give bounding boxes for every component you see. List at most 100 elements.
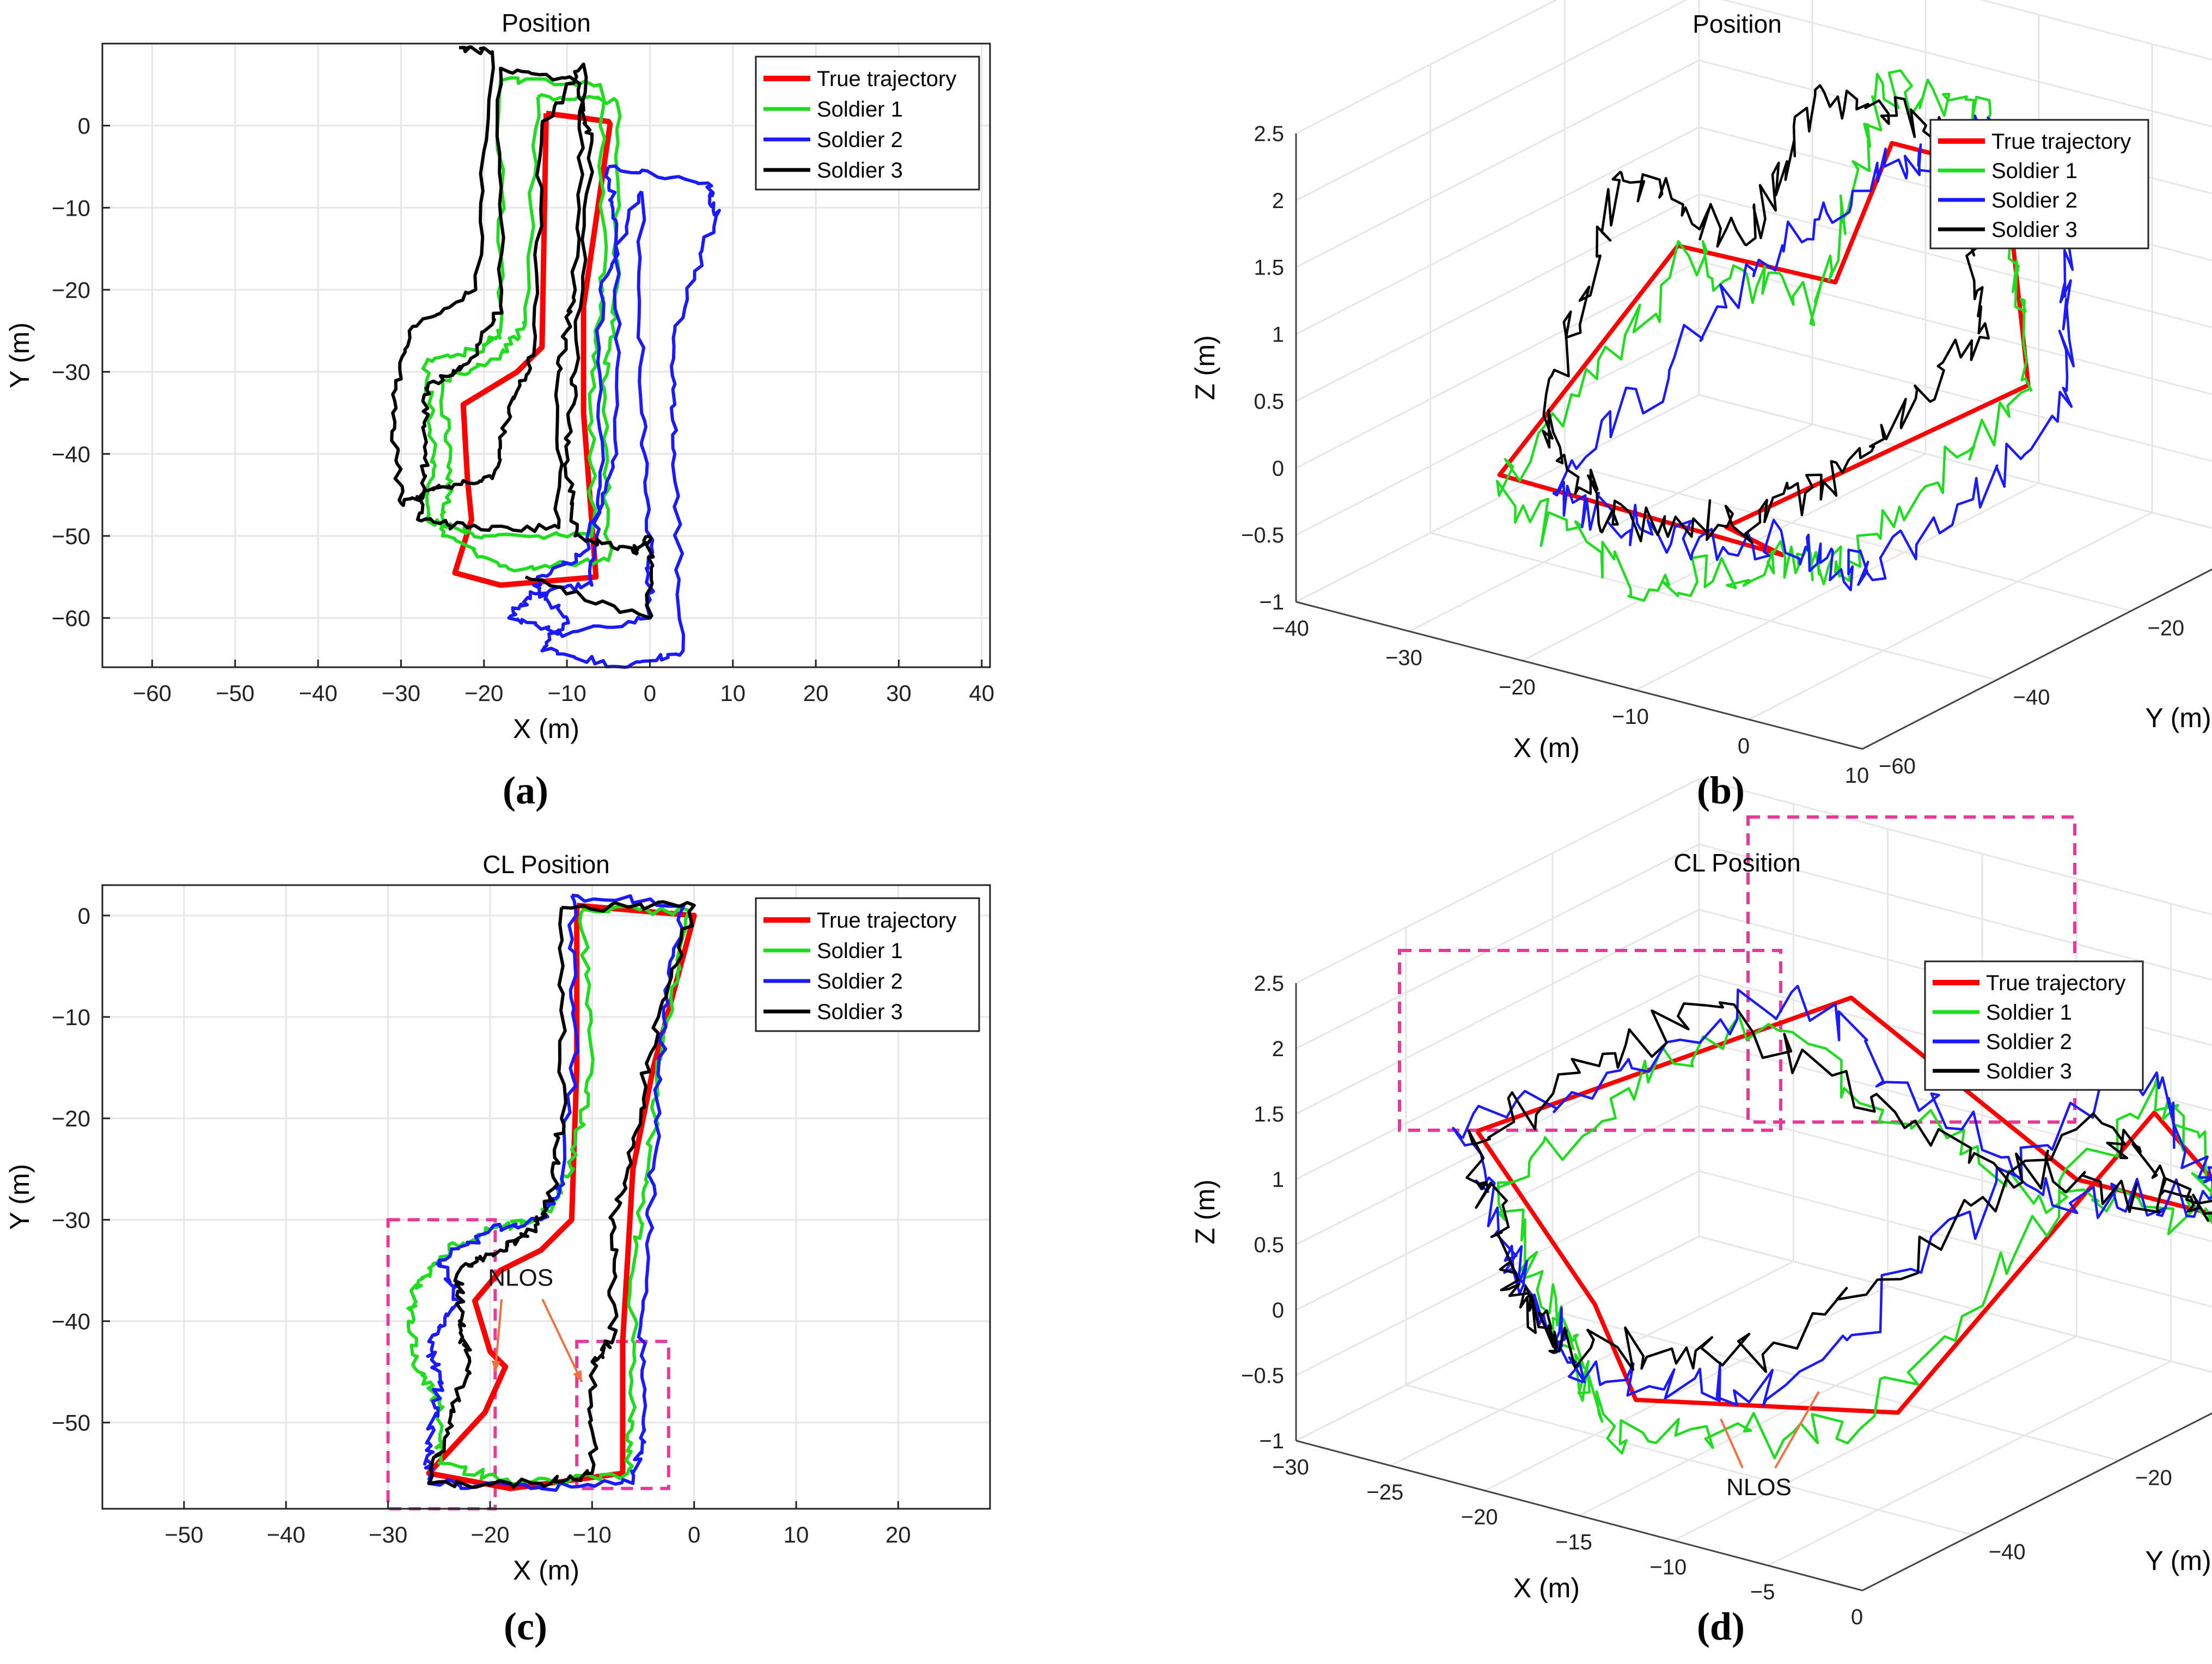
x-tick-label: 10 [784,1522,809,1547]
z-tick-label: 1 [1272,1168,1284,1192]
z-gridline [1698,193,2212,328]
legend-entry: Soldier 3 [1986,1059,2072,1083]
z-gridline [1296,909,1700,1115]
legend-entry: True trajectory [817,67,956,91]
y-tick-label: −50 [52,523,90,549]
caption-a: (a) [503,769,548,812]
x-tick-label: 0 [1738,734,1750,758]
x-tick-label: −50 [164,1522,203,1547]
x-tick-label: 0 [644,680,656,706]
x-tick-label: −5 [1750,1580,1775,1604]
z-gridline [1296,193,1700,402]
y-gridline [1564,463,2131,612]
legend-entry: Soldier 1 [1991,159,2077,183]
x-tick-label: −25 [1366,1480,1403,1504]
z-gridline [1698,260,2212,395]
z-gridline [1296,974,1700,1180]
chart-title: Position [502,9,591,37]
legend-entry: Soldier 3 [817,1000,903,1024]
x-tick-label: −40 [267,1522,305,1547]
z-tick-label: 1.5 [1254,1102,1284,1126]
x-tick-label: 20 [803,680,829,706]
y-axis-label: Y (m) [2145,1546,2211,1576]
x-axis-label: X (m) [1513,1573,1580,1604]
z-gridline [1296,260,1700,469]
series-line-s2 [532,164,721,669]
chart-b: −40−30−20−100100−20−40−602.521.510.50−0.… [1190,0,2212,788]
legend-entry: Soldier 1 [817,97,903,121]
x-axis-label: X (m) [1513,733,1580,763]
y-tick-label: −40 [52,1309,90,1334]
legend-entry: Soldier 1 [817,939,903,963]
x-tick-label: −30 [1385,646,1422,670]
chart-title: CL Position [1673,849,1801,877]
x-tick-label: 10 [1845,764,1869,788]
x-axis-label: X (m) [513,714,579,744]
series-line-s1 [1492,1014,2212,1460]
axes-frame [101,884,991,1510]
z-gridline [1296,59,1700,269]
z-tick-label: −0.5 [1241,1364,1284,1388]
caption-b: (b) [1697,769,1745,812]
x-tick-label: −40 [1272,617,1309,641]
nlos-box [386,1218,497,1510]
z-tick-label: −1 [1259,1429,1284,1453]
x-tick-label: −20 [465,680,503,706]
series-line-s3 [390,45,655,620]
x-gridline [1767,1360,2172,1567]
nlos-label: NLOS [1726,1474,1792,1501]
y-tick-label: −10 [52,1004,90,1030]
legend-entry: True trajectory [1991,130,2131,154]
x-axis-line [1296,601,1863,750]
series-line-s3 [1465,1001,2212,1373]
chart-c: −50 −40 −30 −20 −10 0 10 20 0 −10 −20 −30 −40 −50 CL P… [4,850,991,1586]
x-gridline [1579,1311,1983,1516]
nlos-arrow [1720,1418,1744,1468]
z-gridline [1296,0,1688,202]
x-tick-label: 40 [969,680,994,706]
x-tick-label: 0 [688,1522,700,1547]
legend-entry: True trajectory [817,909,956,932]
y-axis-label: Y (m) [4,322,35,388]
y-gridline [1430,532,1997,681]
z-tick-label: 2.5 [1254,122,1284,146]
chart-title: CL Position [482,850,610,879]
series-line-s3 [427,900,696,1489]
chart-d: −30−25−20−15−10−500−20−402.521.510.50−0.… [1190,778,2212,1629]
z-gridline [1698,327,2212,462]
x-axis-label: X (m) [513,1555,579,1586]
x-gridline [1409,423,1813,632]
x-tick-label: −10 [1612,705,1649,729]
nlos-arrow [494,1299,503,1372]
z-tick-label: 0.5 [1254,1233,1284,1257]
y-gridline [1406,1384,1973,1536]
z-gridline [1296,126,1700,335]
y-tick-label: −20 [2135,1466,2172,1490]
x-tick-label: −30 [1272,1455,1309,1479]
y-tick-label: −40 [52,441,90,467]
y-tick-label: 0 [78,903,90,929]
x-tick-label: 0 [1851,1605,1863,1629]
z-gridline [1296,327,1700,536]
chart-title: Position [1692,10,1782,38]
z-axis-label: Z (m) [1190,1179,1220,1244]
y-tick-label: −10 [52,195,90,221]
x-tick-label: −30 [369,1522,407,1547]
z-gridline [1296,778,1700,984]
y-gridline [1698,394,2212,529]
x-gridline [1296,1235,1700,1442]
chart-a: −60 −50 −40 −30 −20 −10 0 10 20 30 40 0 −10 −20 −30 −40… [4,9,994,744]
legend-entry: True trajectory [1986,971,2125,995]
y-tick-label: −20 [2147,617,2184,641]
z-tick-label: −1 [1259,590,1284,614]
x-tick-label: −20 [470,1522,509,1547]
x-gridline [1390,1260,1794,1467]
x-tick-label: 10 [720,680,746,706]
series-line-s3 [1542,84,1990,544]
y-tick-label: −40 [2013,685,2050,709]
x-tick-label: −10 [1649,1555,1687,1579]
nlos-box [1398,949,1782,1132]
nlos-arrow-head [573,1370,582,1382]
z-tick-label: 2 [1272,189,1284,213]
